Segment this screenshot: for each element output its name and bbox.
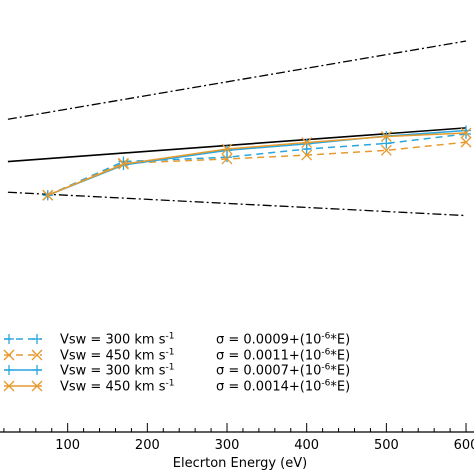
reference-line-3	[7, 191, 467, 217]
x-marker	[31, 349, 43, 361]
legend-label: Vsw = 300 km s-1	[60, 363, 174, 379]
data-point	[301, 137, 313, 149]
data-point	[221, 153, 233, 165]
legend-entry: Vsw = 450 km s-1 σ = 0.0014+(10-6*E)	[3, 379, 350, 395]
x-axis-label: Elecrton Energy (eV)	[173, 456, 307, 471]
x-tick-label: 100	[55, 438, 80, 453]
x-tick-label: 500	[374, 438, 399, 453]
plus-marker	[4, 334, 14, 344]
series-line	[47, 132, 467, 196]
data-point	[380, 131, 392, 142]
legend-sigma-label: σ = 0.0011+(10-6*E)	[216, 348, 350, 364]
reference-line-2	[7, 40, 467, 120]
legend-label: Vsw = 450 km s-1	[60, 348, 174, 364]
x-marker	[3, 380, 15, 392]
legend-entry: Vsw = 300 km s-1 σ = 0.0009+(10-6*E)	[4, 332, 350, 348]
data-point	[221, 143, 233, 155]
x-marker	[31, 380, 43, 392]
data-point	[117, 158, 129, 170]
legend-sigma-label: σ = 0.0007+(10-6*E)	[216, 363, 350, 379]
x-tick-label: 300	[215, 438, 240, 453]
data-point	[380, 144, 392, 156]
x-tick-label: 200	[135, 438, 160, 453]
axes: 100 200 300 400 500 600	[0, 423, 474, 453]
data-point	[460, 136, 472, 148]
legend-label: Vsw = 300 km s-1	[60, 332, 174, 348]
data-point	[222, 145, 233, 156]
x-tick-label: 600	[454, 438, 474, 453]
legend-sigma-label: σ = 0.0009+(10-6*E)	[216, 332, 350, 348]
legend-entry: Vsw = 300 km s-1 σ = 0.0007+(10-6*E)	[4, 363, 350, 379]
plus-marker	[32, 334, 42, 344]
plus-marker	[4, 365, 14, 375]
x-tick-label: 400	[294, 438, 319, 453]
legend-label: Vsw = 450 km s-1	[60, 379, 174, 395]
x-marker	[3, 349, 15, 361]
data-point	[460, 127, 472, 139]
plus-marker	[32, 365, 42, 375]
data-point	[301, 149, 313, 161]
legend: Vsw = 300 km s-1 σ = 0.0009+(10-6*E)Vsw =…	[3, 332, 350, 395]
data-point	[42, 189, 54, 201]
series-group	[42, 125, 472, 201]
series-4	[42, 127, 472, 201]
data-point	[301, 138, 312, 149]
legend-entry: Vsw = 450 km s-1 σ = 0.0011+(10-6*E)	[3, 348, 350, 364]
legend-sigma-label: σ = 0.0014+(10-6*E)	[216, 379, 350, 395]
